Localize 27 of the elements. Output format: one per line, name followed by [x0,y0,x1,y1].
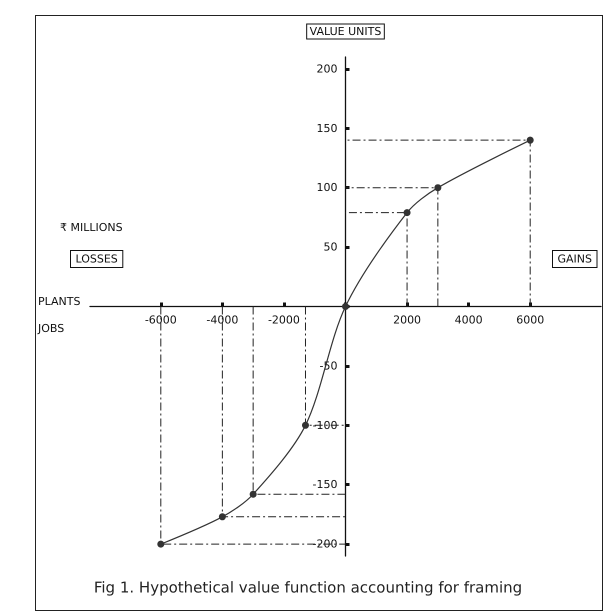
annotation: ₹ MILLIONS [60,221,123,234]
annotation: LOSSES [76,252,118,266]
x-tick-label: 6000 [516,314,544,326]
x-tick-label: 4000 [454,314,483,326]
point [404,209,411,216]
annotation: GAINS [558,252,592,266]
point [302,422,309,429]
y-tick-label: -150 [312,478,338,492]
y-tick-label: 200 [316,62,338,76]
text: JOBS [37,322,64,335]
text: PLANTS [38,295,80,308]
y-tick-label: 150 [316,122,338,135]
x-tick-label: -6000 [144,314,177,326]
x-tick-label: 2000 [393,314,422,326]
point [434,184,442,192]
x-tick-label: -2000 [268,314,300,326]
y-tick-label: 100 [316,181,338,194]
y-axis-title: VALUE UNITS [310,25,382,38]
y-tick-label: -200 [312,538,338,551]
point [218,513,226,520]
point [526,136,534,144]
x-tick-label: -4000 [206,314,238,326]
point [342,303,349,310]
point [157,540,164,548]
point [250,490,257,498]
text: Fig 1. Hypothetical value function accounting for framing [94,578,522,596]
y-tick-label: 50 [324,240,338,254]
